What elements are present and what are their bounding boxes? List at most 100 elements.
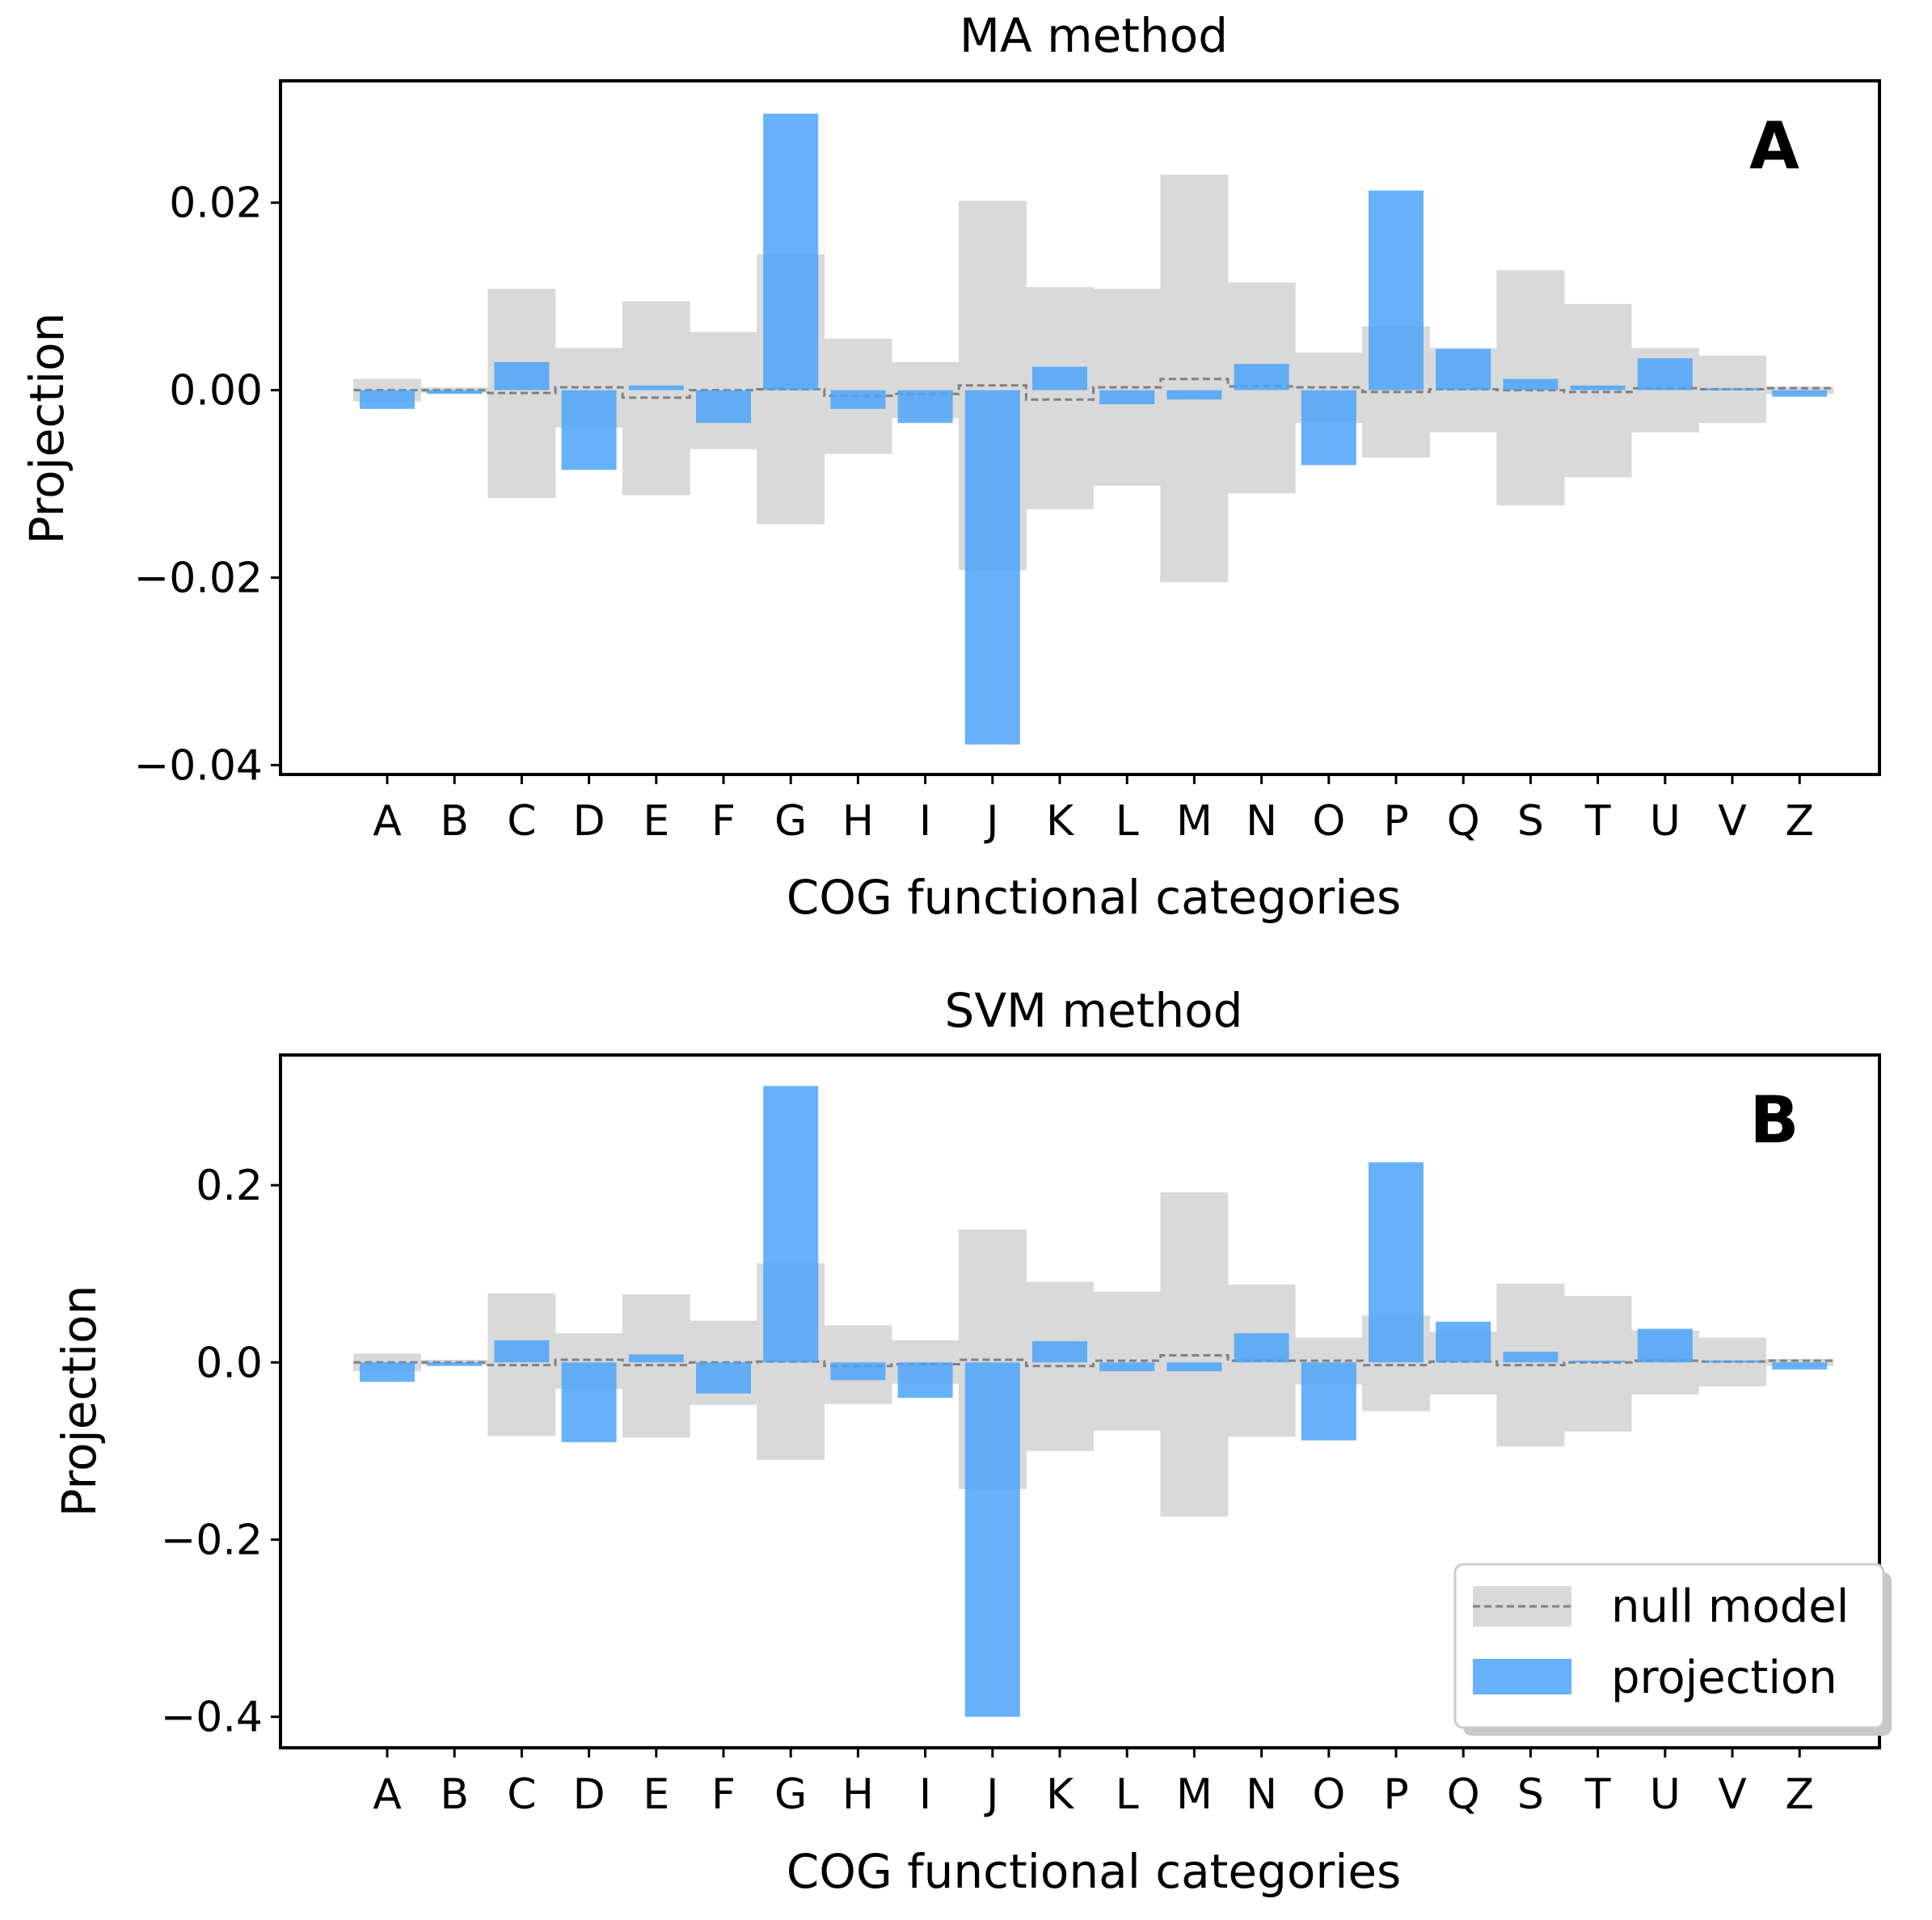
projection-bar-p (1369, 190, 1424, 390)
x-tick-label: D (573, 1770, 605, 1819)
null-band-k (1026, 287, 1094, 509)
null-band-t (1563, 1296, 1632, 1432)
projection-bar-e (628, 385, 684, 390)
axes-frame-ma (279, 79, 1881, 776)
projection-bar-n (1234, 1333, 1289, 1363)
x-tick-label: T (1584, 1770, 1611, 1819)
chart-title-svm: SVM method (945, 983, 1243, 1038)
x-tick-label: P (1383, 797, 1408, 846)
projection-bar-m (1166, 1362, 1222, 1372)
projection-bar-u (1637, 1328, 1693, 1363)
null-model-line-svm (353, 1354, 1833, 1368)
projection-bar-q (1436, 1321, 1491, 1363)
x-tick-label: C (507, 1770, 536, 1819)
x-tick-label: V (1718, 1770, 1747, 1819)
projection-bar-i (897, 390, 953, 424)
x-tick-label: K (1046, 1770, 1075, 1819)
legend-projection-swatch (1473, 1659, 1571, 1694)
projection-bar-k (1032, 1340, 1087, 1363)
projection-bar-t (1570, 385, 1626, 390)
x-tick-label: U (1650, 797, 1681, 846)
projection-bar-t (1570, 1361, 1626, 1363)
projection-bar-v (1705, 388, 1760, 390)
x-tick-label: H (842, 797, 874, 846)
x-tick-label: S (1517, 797, 1544, 846)
projection-bar-g (763, 1086, 819, 1363)
projection-bar-m (1166, 390, 1222, 400)
legend-label-projection: projection (1611, 1652, 1837, 1704)
null-model-line-ma (353, 378, 1833, 401)
x-tick-label: A (373, 797, 402, 846)
projection-bar-b (427, 390, 483, 395)
y-tick-label: −0.04 (134, 741, 263, 790)
y-tick-label: 0.00 (169, 367, 263, 416)
chart-title-ma: MA method (960, 8, 1228, 63)
null-band-l (1093, 1291, 1162, 1431)
x-tick-label: A (373, 1770, 402, 1819)
x-tick-label: F (711, 797, 736, 846)
y-tick-label: 0.2 (196, 1162, 263, 1210)
y-tick-label: −0.02 (134, 555, 263, 603)
y-axis-label-ma: Projection (19, 313, 74, 545)
x-tick-label: K (1046, 797, 1075, 846)
x-tick-label: O (1312, 1770, 1345, 1819)
axes-frame-svm (279, 1053, 1881, 1749)
projection-bar-u (1637, 358, 1693, 390)
x-tick-label: M (1176, 797, 1213, 846)
x-tick-label: L (1116, 797, 1139, 846)
x-tick-label: J (984, 797, 998, 846)
projection-bar-a (360, 390, 415, 409)
projection-bar-h (830, 1362, 886, 1381)
x-tick-label: E (643, 797, 669, 846)
plot-area-ma (353, 113, 1834, 745)
x-tick-label: G (774, 1770, 807, 1819)
projection-bar-o (1301, 1362, 1356, 1441)
x-tick-label: H (842, 1770, 874, 1819)
y-tick-label: 0.02 (169, 179, 263, 228)
x-tick-label: D (573, 797, 605, 846)
projection-bar-h (830, 390, 886, 409)
x-tick-label: P (1383, 1770, 1408, 1819)
x-tick-label: G (774, 797, 807, 846)
projection-bar-v (1705, 1361, 1760, 1363)
projection-bar-k (1032, 366, 1087, 390)
projection-bar-d (561, 390, 617, 471)
x-tick-label: M (1176, 1770, 1213, 1819)
projection-bar-f (696, 390, 751, 424)
y-tick-label: −0.2 (161, 1516, 263, 1564)
x-tick-label: U (1650, 1770, 1681, 1819)
x-tick-label: Q (1447, 1770, 1480, 1819)
plot-area-svm (353, 1086, 1834, 1717)
projection-bar-c (494, 361, 550, 390)
y-axis-label-svm: Projection (52, 1285, 107, 1517)
projection-bar-j (964, 390, 1020, 745)
projection-bar-p (1369, 1162, 1424, 1363)
x-tick-label: Z (1785, 1770, 1814, 1819)
null-band-e (622, 1293, 690, 1438)
x-tick-label: O (1312, 797, 1345, 846)
projection-bar-l (1099, 390, 1155, 405)
projection-bar-o (1301, 390, 1356, 466)
projection-bar-z (1772, 1362, 1828, 1370)
panel-label-b: B (1750, 1082, 1799, 1158)
x-tick-label: B (440, 1770, 469, 1819)
panel-label-a: A (1749, 108, 1799, 184)
projection-bar-s (1503, 1352, 1559, 1363)
x-tick-label: F (711, 1770, 736, 1819)
x-axis-label-ma: COG functional categories (787, 870, 1402, 925)
legend-label-null-model: null model (1611, 1580, 1849, 1633)
projection-bar-a (360, 1362, 415, 1382)
x-tick-label: I (919, 797, 931, 846)
projection-bar-l (1099, 1362, 1155, 1372)
projection-bar-i (897, 1362, 953, 1399)
projection-bar-q (1436, 348, 1491, 390)
x-tick-label: V (1718, 797, 1747, 846)
x-axis-label-svm: COG functional categories (787, 1844, 1402, 1899)
legend: null model projection (1453, 1563, 1892, 1736)
projection-bar-c (494, 1340, 550, 1363)
